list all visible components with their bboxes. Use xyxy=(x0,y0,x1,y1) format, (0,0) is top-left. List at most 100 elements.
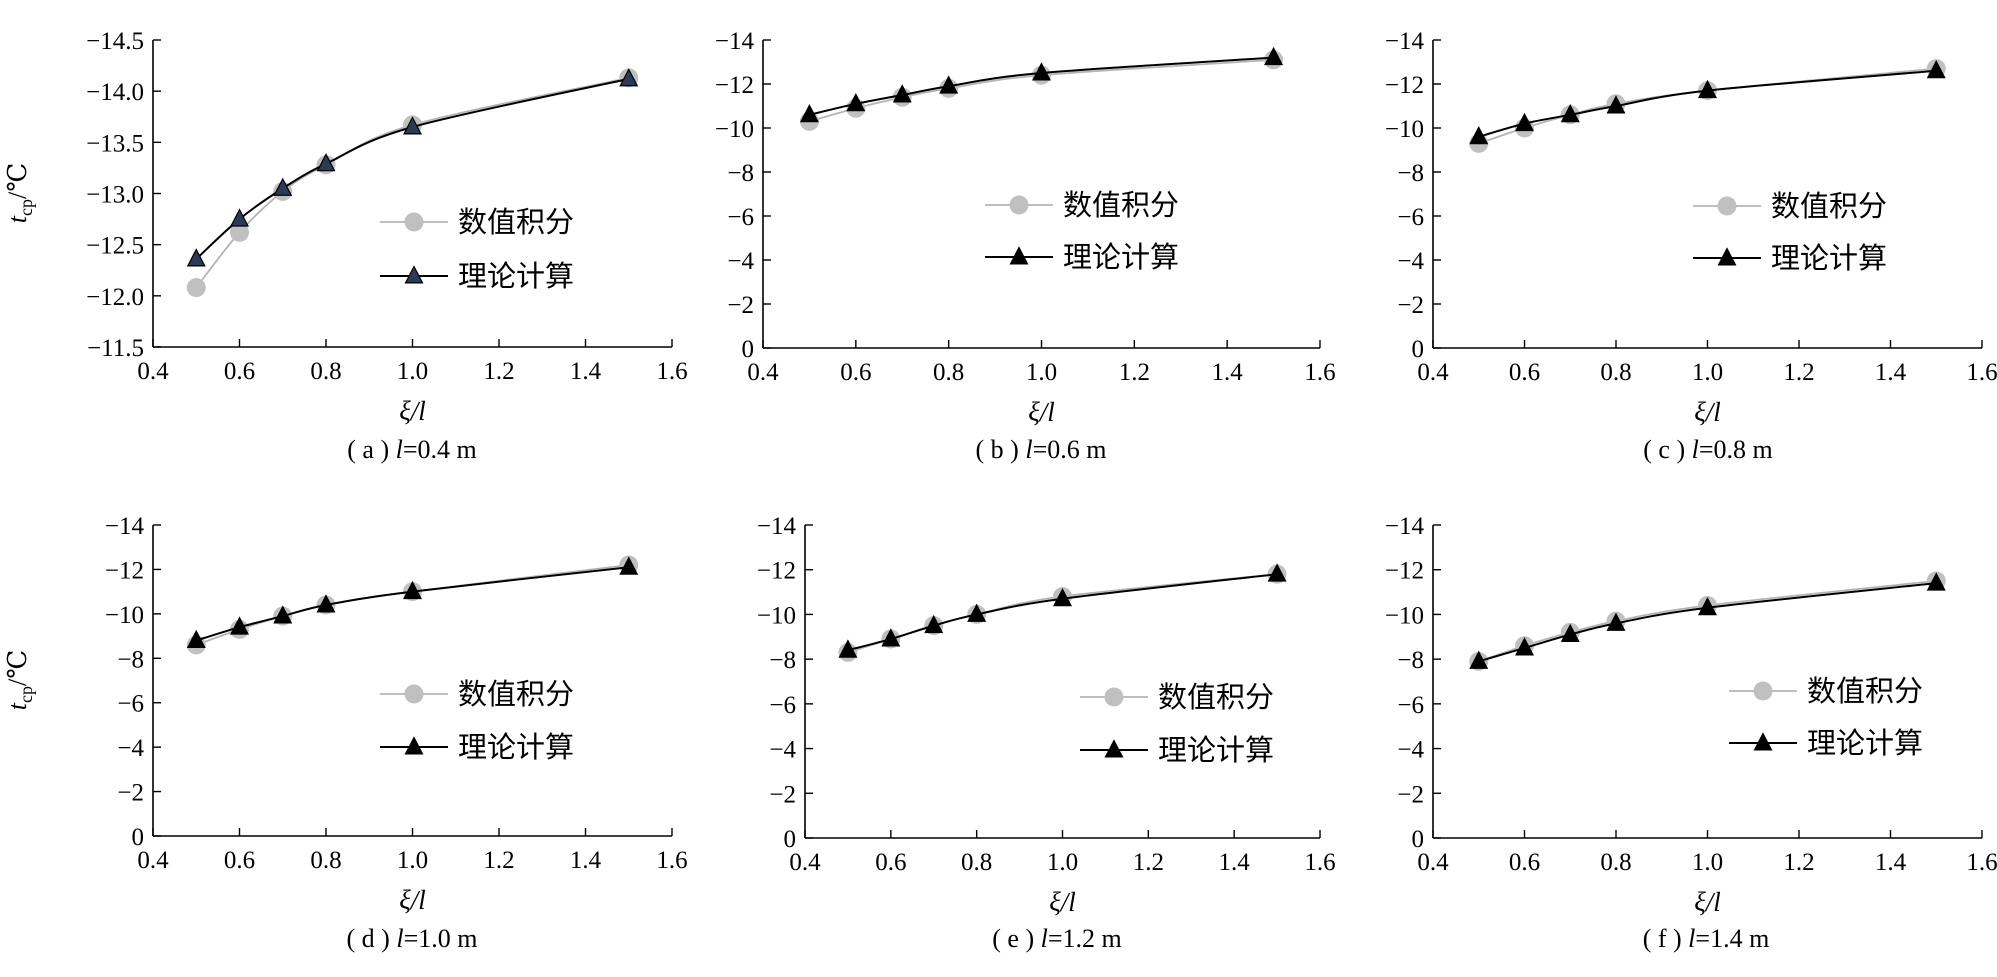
legend-item: 理论计算 xyxy=(1693,241,1887,275)
caption-prefix: ( d ) xyxy=(347,924,397,953)
legend-circle-marker xyxy=(1104,687,1124,707)
y-axis-label-sub: cp xyxy=(16,199,36,216)
caption-suffix: =0.8 m xyxy=(1699,435,1773,464)
y-tick-label: 0 xyxy=(1412,826,1425,853)
data-point-triangle xyxy=(273,605,293,624)
caption-variable: l xyxy=(396,435,403,464)
x-tick-label: 0.4 xyxy=(1417,359,1449,386)
caption-suffix: =1.0 m xyxy=(404,924,478,953)
x-tick-label: 0.6 xyxy=(875,849,906,876)
data-point-triangle xyxy=(1053,587,1072,607)
x-tick-label: 1.4 xyxy=(1875,359,1907,386)
series-line-numerical xyxy=(1478,579,1937,663)
legend-label: 数值积分 xyxy=(1771,189,1887,223)
data-point-triangle xyxy=(838,639,858,658)
legend-triangle-marker xyxy=(1009,246,1029,265)
legend-item: 数值积分 xyxy=(380,205,574,239)
legend-label: 理论计算 xyxy=(1158,733,1274,767)
y-tick-label: −14 xyxy=(1385,513,1425,540)
caption-suffix: =1.4 m xyxy=(1695,924,1769,953)
y-tick-label: −6 xyxy=(117,691,144,718)
x-tick-label: 1.0 xyxy=(1692,849,1723,876)
x-axis-label: ξ/l xyxy=(1049,887,1076,917)
data-point-circle xyxy=(186,278,206,298)
data-point-triangle xyxy=(1926,60,1946,79)
legend-triangle-marker xyxy=(1717,247,1737,266)
legend-label: 数值积分 xyxy=(1063,188,1179,222)
data-point-triangle xyxy=(230,208,249,227)
y-tick-label: −12 xyxy=(715,72,754,99)
legend-circle-marker xyxy=(1009,195,1029,215)
data-point-triangle xyxy=(273,177,293,196)
chart-panel-2: −14 −12 −10 −8 −6 −4 −2 00.4 0.6 0.8 1.0 1.2 1.4 1.6 ξ… xyxy=(715,28,1336,464)
series-line-numerical xyxy=(195,76,629,289)
y-tick-label: −2 xyxy=(1397,292,1424,319)
legend-label: 理论计算 xyxy=(458,730,574,764)
x-axis-label: ξ/l xyxy=(1028,397,1055,427)
x-tick-label: 1.6 xyxy=(1966,359,1997,386)
legend-circle-marker xyxy=(1753,681,1773,701)
data-point-triangle xyxy=(1926,572,1946,591)
x-tick-label: 1.4 xyxy=(570,358,602,385)
x-axis-label-rest: /l xyxy=(1704,887,1721,917)
y-tick-label: −8 xyxy=(727,160,754,187)
legend-item: 理论计算 xyxy=(1729,726,1923,760)
legend-item: 数值积分 xyxy=(1729,674,1923,708)
data-point-triangle xyxy=(1267,563,1287,582)
legend-label: 数值积分 xyxy=(1158,680,1274,714)
caption-variable: l xyxy=(1692,435,1699,464)
series-line-numerical xyxy=(847,573,1278,654)
caption-variable: l xyxy=(1025,435,1032,464)
y-axis-label: tcp/℃ xyxy=(3,163,36,224)
y-tick-label: −8 xyxy=(1397,160,1424,187)
y-tick-label: −10 xyxy=(105,602,144,629)
x-tick-label: 1.0 xyxy=(397,358,428,385)
y-tick-label: −4 xyxy=(1397,248,1424,275)
y-tick-label: −14 xyxy=(1385,28,1425,55)
x-tick-label: 0.4 xyxy=(747,359,779,386)
legend-circle-marker xyxy=(1717,196,1737,216)
chart-panel-1: −14.5 −14.0 −13.5 −13.0 −12.5 −12.0 −11.50.4 0.… xyxy=(3,28,688,464)
x-tick-label: 1.2 xyxy=(1783,359,1814,386)
x-axis-label-rest: /l xyxy=(1059,887,1076,917)
legend-label: 数值积分 xyxy=(458,205,574,239)
x-axis-label-rest: /l xyxy=(1038,397,1055,427)
legend-triangle-marker xyxy=(404,265,424,284)
x-tick-label: 0.6 xyxy=(1509,849,1540,876)
y-tick-label: −10 xyxy=(715,116,754,143)
x-axis-label: ξ/l xyxy=(1694,887,1721,917)
legend-circle-marker xyxy=(404,684,424,704)
legend-item: 理论计算 xyxy=(380,730,574,764)
caption-suffix: =1.2 m xyxy=(1048,924,1122,953)
x-axis-label: ξ/l xyxy=(1694,397,1721,427)
y-tick-label: −10 xyxy=(1385,602,1424,629)
caption-prefix: ( a ) xyxy=(347,435,395,464)
caption-suffix: =0.6 m xyxy=(1033,435,1107,464)
x-tick-label: 0.6 xyxy=(1509,359,1540,386)
x-tick-label: 0.4 xyxy=(789,849,821,876)
caption-suffix: =0.4 m xyxy=(403,435,477,464)
y-tick-label: 0 xyxy=(742,336,755,363)
y-tick-label: −8 xyxy=(769,647,796,674)
series-line-theory xyxy=(847,573,1278,652)
y-tick-label: −6 xyxy=(1397,204,1424,231)
x-tick-label: 0.6 xyxy=(224,358,255,385)
panel-caption: ( a ) l=0.4 m xyxy=(347,435,476,464)
data-point-triangle xyxy=(1698,596,1717,616)
data-point-triangle xyxy=(846,93,866,112)
caption-prefix: ( c ) xyxy=(1643,435,1691,464)
x-tick-label: 1.6 xyxy=(656,847,687,874)
legend-triangle-marker xyxy=(404,736,424,755)
data-point-triangle xyxy=(1606,95,1626,114)
y-axis-label-main: t xyxy=(3,215,32,223)
y-axis-label-unit: /℃ xyxy=(3,650,32,686)
y-tick-label: −10 xyxy=(757,602,796,629)
y-tick-label: −2 xyxy=(1397,781,1424,808)
data-point-triangle xyxy=(1469,650,1489,669)
legend-item: 数值积分 xyxy=(380,677,574,711)
y-tick-label: −8 xyxy=(117,646,144,673)
